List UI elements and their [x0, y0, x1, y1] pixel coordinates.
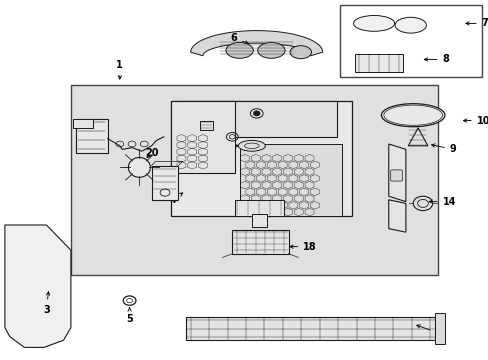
Text: 1: 1	[116, 60, 123, 79]
Polygon shape	[388, 200, 405, 232]
Text: 4: 4	[169, 193, 183, 205]
Circle shape	[253, 111, 259, 116]
Text: 11: 11	[393, 177, 407, 187]
Text: 20: 20	[144, 148, 158, 158]
Polygon shape	[5, 225, 71, 347]
Bar	[71, 85, 437, 275]
Text: 3: 3	[43, 292, 50, 315]
Bar	[185, 317, 434, 340]
Text: 15: 15	[211, 130, 238, 140]
Bar	[232, 230, 288, 254]
Bar	[434, 313, 444, 344]
Bar	[239, 144, 342, 216]
FancyBboxPatch shape	[200, 121, 212, 130]
Ellipse shape	[128, 157, 150, 177]
Ellipse shape	[225, 42, 253, 58]
Polygon shape	[407, 128, 427, 146]
Bar	[234, 200, 283, 216]
Bar	[171, 101, 351, 216]
Text: 10: 10	[463, 116, 488, 126]
Text: 7: 7	[465, 18, 488, 28]
Text: 2: 2	[416, 325, 441, 338]
Text: 18: 18	[289, 242, 316, 252]
Ellipse shape	[381, 104, 444, 127]
Text: 8: 8	[424, 54, 448, 64]
Text: 6: 6	[230, 33, 248, 44]
Text: 14: 14	[428, 197, 455, 207]
Text: 5: 5	[126, 308, 133, 324]
Text: 17: 17	[208, 141, 238, 151]
Text: 12: 12	[393, 218, 407, 228]
Polygon shape	[388, 144, 405, 202]
Text: 16: 16	[235, 107, 262, 117]
Text: 13: 13	[179, 114, 208, 125]
Bar	[339, 5, 481, 77]
Ellipse shape	[289, 46, 311, 59]
Bar	[76, 119, 107, 153]
Ellipse shape	[257, 42, 285, 58]
Ellipse shape	[394, 17, 426, 33]
Text: 19: 19	[304, 207, 333, 217]
Bar	[181, 101, 337, 137]
Bar	[151, 166, 178, 200]
Polygon shape	[190, 31, 322, 56]
Bar	[73, 119, 93, 128]
FancyBboxPatch shape	[390, 170, 402, 181]
Ellipse shape	[238, 140, 265, 151]
Bar	[171, 101, 234, 173]
Bar	[251, 214, 266, 227]
Ellipse shape	[353, 15, 394, 31]
Bar	[354, 54, 403, 72]
Text: 9: 9	[431, 144, 456, 154]
